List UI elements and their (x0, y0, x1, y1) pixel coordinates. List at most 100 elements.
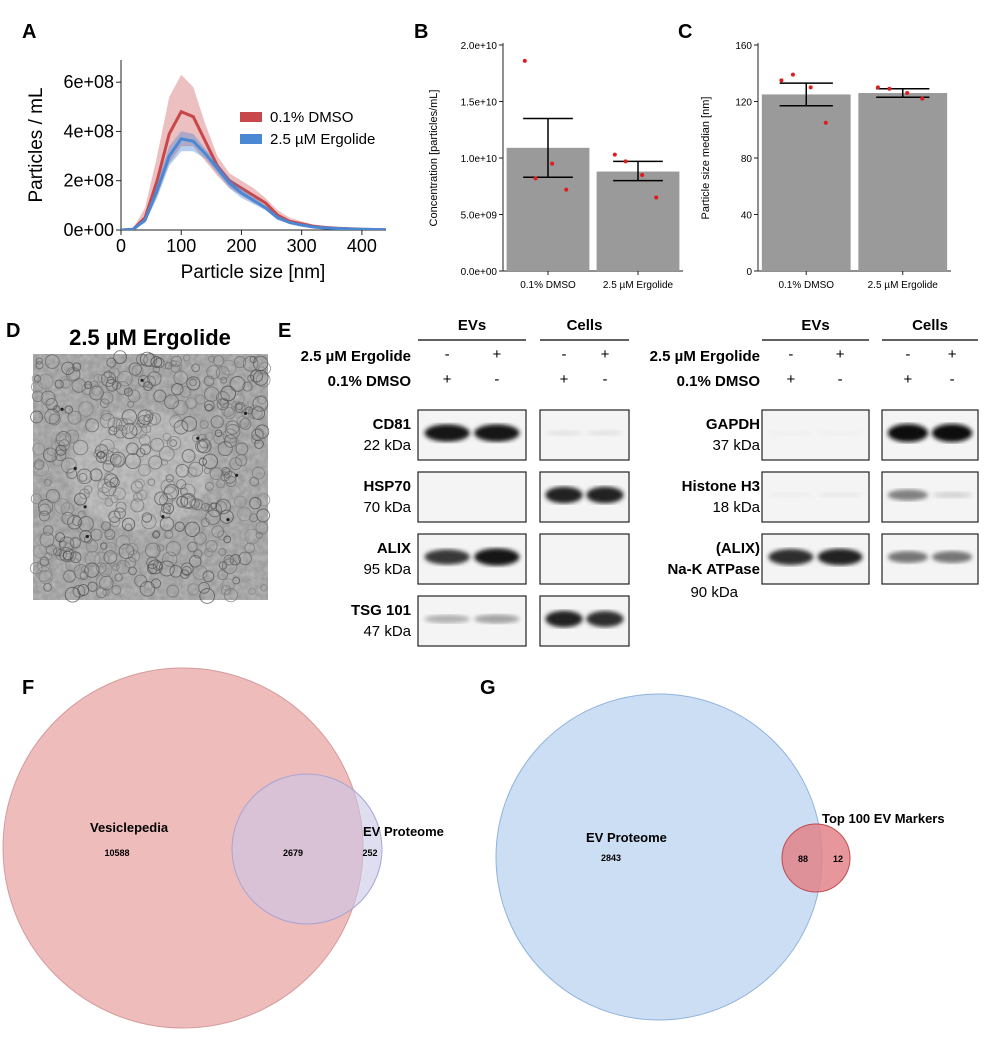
blot-box-ev (761, 471, 870, 523)
vesicle (205, 509, 221, 525)
vesicle (103, 472, 117, 485)
b-y-tick-label: 1.0e+10 (461, 154, 498, 165)
vesicle (113, 350, 127, 364)
vesicle (31, 390, 44, 403)
venn-label-vesiclepedia: Vesiclepedia (90, 820, 169, 835)
vesicle (252, 370, 269, 386)
vesicle (99, 438, 115, 455)
dark-particle (83, 505, 87, 509)
blot-box-ev (761, 409, 870, 461)
venn-diagram-f: Vesiclepedia 10588 2679 EV Proteome 252 (2, 667, 444, 1029)
venn-count-ev-proteome-only-g: 2843 (601, 853, 621, 863)
vesicle (55, 431, 72, 447)
vesicle (145, 542, 161, 559)
blot-band (931, 491, 973, 499)
c-data-point (779, 78, 784, 83)
a-legend: 0.1% DMSO 2.5 µM Ergolide (240, 109, 375, 148)
a-y-axis-label: Particles / mL (26, 87, 47, 202)
vesicle-texture (29, 350, 272, 604)
vesicle (186, 467, 198, 478)
blot-band (586, 430, 624, 436)
blot-band (586, 486, 624, 504)
vesicle (93, 373, 103, 384)
vesicle (205, 540, 218, 553)
vesicle (138, 463, 151, 477)
dark-particle (60, 407, 64, 411)
vesicle (96, 573, 112, 589)
vesicle (181, 416, 198, 432)
vesicle (32, 442, 45, 456)
vesicle (184, 521, 200, 537)
vesicle (113, 487, 126, 501)
blot-band (887, 551, 929, 563)
vesicle (126, 442, 139, 455)
vesicle (37, 499, 54, 515)
vesicle (99, 398, 110, 409)
c-bar (761, 94, 851, 271)
c-data-point (920, 96, 925, 101)
treatment-sign: - (445, 346, 450, 363)
vesicle (67, 410, 82, 425)
b-data-point (654, 195, 659, 200)
vesicle (112, 418, 123, 429)
vesicle (193, 549, 203, 559)
vesicle (104, 541, 117, 554)
blot-band (931, 424, 973, 442)
vesicle (72, 439, 89, 456)
vesicle (131, 364, 144, 377)
vesicle (124, 523, 133, 532)
vesicle (61, 511, 75, 525)
protein-name: GAPDH (706, 416, 760, 433)
vesicle (150, 437, 165, 452)
vesicle (166, 435, 182, 451)
vesicle (203, 375, 215, 387)
vesicle (241, 408, 252, 419)
vesicle (61, 361, 75, 375)
vesicle (172, 399, 189, 416)
vesicle (152, 560, 163, 571)
vesicle (64, 586, 81, 603)
vesicle (84, 562, 100, 578)
panel-letter-g: G (480, 677, 496, 699)
b-data-point (522, 58, 527, 63)
b-x-tick-label: 2.5 µM Ergolide (603, 280, 674, 291)
vesicle (109, 516, 121, 528)
vesicle (62, 542, 75, 555)
western-blot-left: EVs Cells 2.5 µM Ergolide - + - +0.1% DMSO + - + -… (301, 317, 630, 647)
vesicle (55, 532, 66, 543)
series-line-ergolide (121, 137, 386, 230)
vesicle (147, 478, 156, 486)
vesicle (45, 544, 58, 556)
confidence-band-dmso (121, 74, 386, 230)
vesicle (181, 449, 196, 463)
vesicle (53, 547, 62, 557)
vesicle (108, 510, 121, 523)
venn-diagram-g: EV Proteome 2843 88 Top 100 EV Markers 1… (495, 693, 945, 1021)
vesicle (29, 561, 43, 575)
vesicle (84, 381, 92, 390)
vesicle (170, 363, 181, 374)
b-y-tick-label: 0.0e+00 (461, 267, 498, 278)
vesicle (233, 393, 245, 406)
vesicle (164, 394, 179, 410)
panel-f: F Vesiclepedia 10588 2679 EV Proteome 25… (2, 667, 444, 1029)
vesicle (204, 432, 214, 442)
vesicle (250, 369, 264, 383)
vesicle (72, 362, 82, 372)
vesicle (54, 449, 67, 462)
vesicle (37, 559, 51, 573)
vesicle (161, 360, 170, 370)
vesicle (210, 502, 218, 510)
venn-label-top100: Top 100 EV Markers (822, 811, 945, 826)
blot-box-ev (417, 471, 527, 523)
vesicle (216, 479, 226, 489)
vesicle (187, 583, 200, 596)
venn-circle-ev-proteome-g (495, 693, 823, 1021)
particle-size-distribution-plot: 0e+00 2e+08 4e+08 6e+08 0 100 200 300 400 (63, 60, 386, 256)
vesicle (79, 530, 92, 543)
vesicle (59, 375, 73, 388)
treatment-sign: - (905, 346, 910, 363)
venn-label-ev-proteome-g: EV Proteome (586, 830, 667, 845)
legend-label-ergolide: 2.5 µM Ergolide (270, 131, 375, 148)
group-label-evs: EVs (458, 317, 486, 334)
